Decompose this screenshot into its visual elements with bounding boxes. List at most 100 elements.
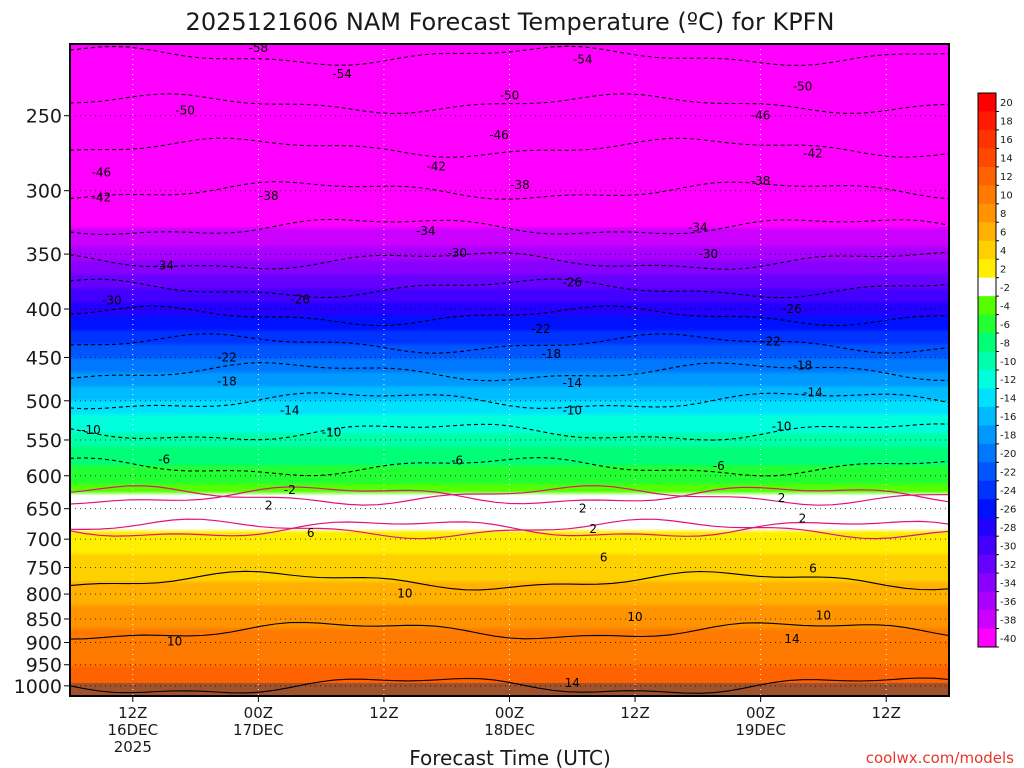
y-tick-label: 550 [26, 430, 62, 452]
x-tick-label: 18DEC [484, 721, 535, 739]
plot-area: -58 -54 -54 -50 -50 -50 -46 -46 -46 -42 -42 -42 -38 -… [70, 41, 949, 696]
contour-label: -58 [249, 41, 269, 55]
colorbar-label: -14 [1000, 394, 1016, 405]
isotherm-line [70, 677, 949, 694]
colorbar-swatch [978, 370, 996, 389]
x-tick-label: 17DEC [233, 721, 284, 739]
colorbar-label: 12 [1000, 172, 1013, 183]
contour-label: 10 [627, 610, 642, 624]
chart-title: 2025121606 NAM Forecast Temperature (ºC)… [186, 8, 835, 36]
isotherm-line [70, 392, 949, 410]
contour-label: -10 [81, 423, 101, 437]
colorbar-label: -32 [1000, 560, 1016, 571]
colorbar-swatch [978, 351, 996, 371]
contour-label: -2 [284, 483, 296, 497]
isotherm-line [70, 362, 949, 382]
colorbar-swatch [978, 314, 996, 334]
contour-label: -18 [217, 374, 237, 388]
isotherm-line [70, 570, 949, 591]
contour-label: -30 [447, 246, 467, 260]
colorbar-label: -36 [1000, 597, 1016, 608]
colorbar-swatch [978, 129, 996, 149]
x-tick-label: 00Z [746, 704, 775, 722]
colorbar-label: 2 [1000, 264, 1006, 275]
contour-label: -10 [772, 419, 792, 433]
colorbar-swatch [978, 480, 996, 500]
colorbar-label: -18 [1000, 431, 1016, 442]
y-tick-label: 750 [26, 558, 62, 580]
contour-label: -14 [803, 385, 823, 399]
contour-label: -34 [416, 224, 436, 238]
colorbar-swatch [978, 259, 996, 279]
isotherm-line [70, 181, 949, 200]
contour-label: -34 [154, 259, 174, 273]
isotherm-line [70, 278, 949, 299]
contour-label: 2 [778, 491, 786, 505]
colorbar-swatch [978, 406, 996, 426]
contour-label: 2 [799, 512, 807, 526]
contour-label: -46 [751, 109, 771, 123]
contour-labels: -58 -54 -54 -50 -50 -50 -46 -46 -46 -42 -42 -42 -38 -… [81, 41, 831, 690]
colorbar-label: -28 [1000, 523, 1016, 534]
x-tick-label: 00Z [495, 704, 524, 722]
colorbar-label: 14 [1000, 154, 1013, 165]
contour-label: -30 [699, 247, 719, 261]
colorbar-swatch [978, 222, 996, 242]
contour-label: -22 [761, 335, 781, 349]
colorbar-label: 6 [1000, 228, 1006, 239]
colorbar-swatch [978, 185, 996, 205]
colorbar-swatch [978, 536, 996, 556]
colorbar-label: -22 [1000, 468, 1016, 479]
contour-label: -26 [562, 275, 582, 289]
y-tick-label: 300 [26, 181, 62, 203]
contour-label: -54 [573, 52, 593, 66]
colorbar-swatch [978, 296, 996, 315]
colorbar-swatch [978, 499, 996, 519]
contour-label: -22 [217, 350, 237, 364]
colorbar-swatch [978, 333, 996, 352]
contour-label: 10 [167, 635, 182, 649]
isotherm-line [70, 93, 949, 115]
contour-label: -14 [562, 376, 582, 390]
colorbar-swatch [978, 425, 996, 445]
contour-label: 10 [397, 587, 412, 601]
colorbar-label: -26 [1000, 505, 1016, 516]
isotherm-line [70, 218, 949, 236]
contour-label: 6 [307, 526, 315, 540]
isotherm-line [70, 45, 949, 66]
colorbar-swatch [978, 462, 996, 482]
contour-label: 2 [589, 522, 597, 536]
isotherm-line [70, 457, 949, 477]
colorbar-label: -38 [1000, 615, 1016, 626]
colorbar-swatch [978, 166, 996, 186]
contour-label: 14 [784, 632, 799, 646]
contour-label: -38 [751, 174, 771, 188]
y-tick-label: 950 [26, 655, 62, 677]
x-tick-label: 19DEC [735, 721, 786, 739]
y-tick-label: 1000 [14, 676, 62, 698]
colorbar-swatch [978, 628, 996, 648]
colorbar-label: -16 [1000, 412, 1016, 423]
contour-label: -38 [510, 178, 530, 192]
y-tick-label: 900 [26, 633, 62, 655]
contour-label: -6 [713, 459, 725, 473]
y-tick-label: 800 [26, 584, 62, 606]
colorbar-swatch [978, 148, 996, 168]
y-tick-label: 700 [26, 529, 62, 551]
y-tick-label: 450 [26, 347, 62, 369]
contour-label: -42 [426, 160, 446, 174]
colorbar-swatch [978, 277, 996, 297]
contour-label: -38 [259, 189, 279, 203]
colorbar-swatch [978, 443, 996, 463]
colorbar-label: -24 [1000, 486, 1016, 497]
contour-label: -46 [92, 165, 112, 179]
isotherm-line [70, 621, 949, 640]
colorbar-swatch [978, 93, 996, 112]
contour-label: 14 [565, 676, 580, 690]
y-tick-label: 350 [26, 244, 62, 266]
colorbar-swatch [978, 591, 996, 611]
y-tick-label: 850 [26, 609, 62, 631]
isotherm-line [70, 485, 949, 506]
x-tick-label: 12Z [872, 704, 901, 722]
